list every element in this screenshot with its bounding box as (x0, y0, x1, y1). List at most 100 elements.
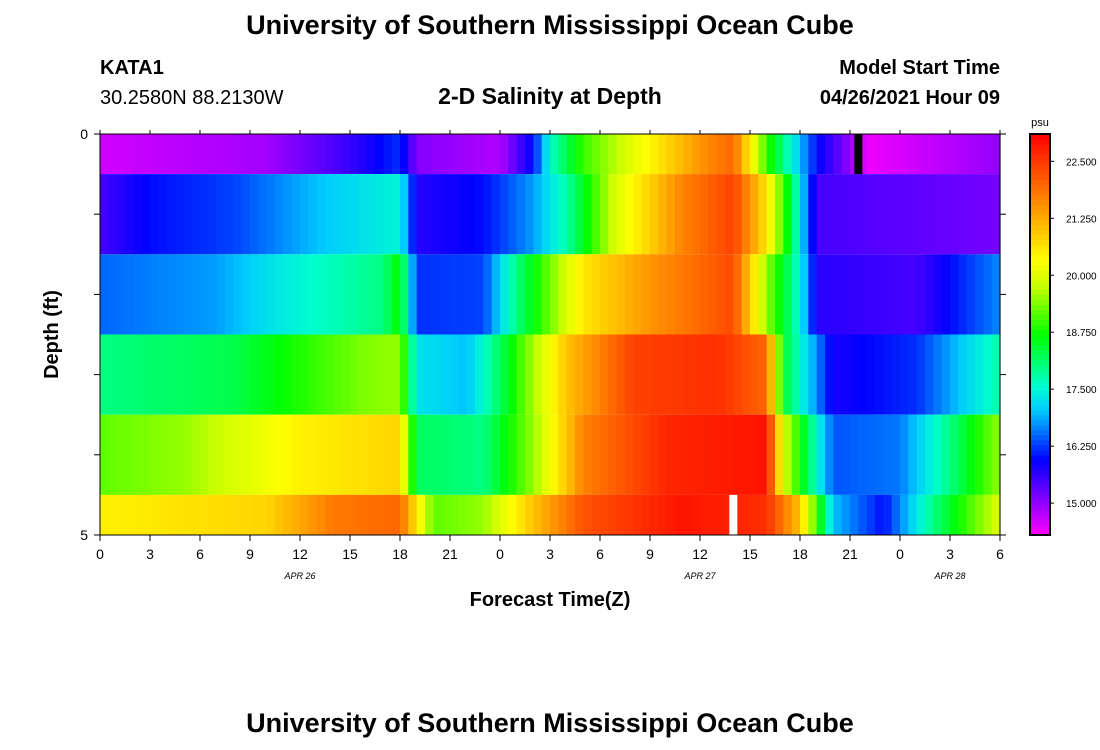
heatmap-cell (708, 174, 717, 254)
heatmap-cell (108, 174, 117, 254)
heatmap-cell (700, 335, 709, 415)
heatmap-cell (950, 174, 959, 254)
heatmap-cell (867, 335, 876, 415)
heatmap-cell (567, 335, 576, 415)
heatmap-cell (525, 254, 534, 334)
heatmap-cell (142, 134, 151, 174)
heatmap-cell (575, 134, 584, 174)
heatmap-cell (767, 254, 776, 334)
heatmap-cell (592, 174, 601, 254)
heatmap-cell (575, 174, 584, 254)
heatmap-cell (508, 415, 517, 495)
x-tick-label: 12 (692, 546, 708, 562)
heatmap-cell (183, 134, 192, 174)
heatmap-cell (683, 415, 692, 495)
heatmap-cell (725, 254, 734, 334)
y-tick-label: 5 (80, 527, 88, 543)
heatmap-cell (750, 335, 759, 415)
heatmap-cell (825, 174, 834, 254)
heatmap-cell (883, 254, 892, 334)
heatmap-cell (342, 254, 351, 334)
heatmap-cell (242, 495, 251, 535)
heatmap-cell (350, 134, 359, 174)
heatmap-cell (200, 495, 209, 535)
heatmap-cell (833, 415, 842, 495)
heatmap-cell (158, 254, 167, 334)
heatmap-cell (167, 335, 176, 415)
heatmap-cell (492, 335, 501, 415)
heatmap-cell (583, 134, 592, 174)
heatmap-cell (250, 415, 259, 495)
heatmap-cell (400, 495, 409, 535)
heatmap-cell (367, 134, 376, 174)
heatmap-cell (300, 415, 309, 495)
heatmap-cell (658, 134, 667, 174)
heatmap-cell (283, 174, 292, 254)
colorbar-segment (1030, 209, 1050, 215)
heatmap-cell (658, 495, 667, 535)
heatmap-cell (492, 174, 501, 254)
heatmap-cell (283, 495, 292, 535)
salinity-heatmap-chart: 0 3 6 9 12 15 18 21 0 3 6 9 12 15 18 21 0 3 6APR 26 APR 27 A… (0, 110, 1100, 750)
heatmap-cell (108, 415, 117, 495)
heatmap-cell (483, 134, 492, 174)
heatmap-cell (367, 495, 376, 535)
heatmap-cell (717, 335, 726, 415)
heatmap-cell (258, 495, 267, 535)
colorbar-segment (1030, 289, 1050, 295)
heatmap-cell (608, 335, 617, 415)
heatmap-cell (933, 254, 942, 334)
heatmap-cell (375, 415, 384, 495)
heatmap-cell (800, 174, 809, 254)
heatmap-cell (817, 415, 826, 495)
heatmap-cell (192, 495, 201, 535)
heatmap-cell (517, 174, 526, 254)
y-axis-label: Depth (ft) (41, 290, 63, 379)
heatmap-cell (158, 134, 167, 174)
colorbar-segment (1030, 435, 1050, 441)
heatmap-cell (425, 415, 434, 495)
heatmap-cell (333, 174, 342, 254)
heatmap-cell (100, 415, 109, 495)
heatmap-cell (417, 134, 426, 174)
heatmap-cell (625, 495, 634, 535)
heatmap-cell (692, 174, 701, 254)
colorbar-segment (1030, 490, 1050, 496)
heatmap-cell (467, 254, 476, 334)
heatmap-cell (767, 134, 776, 174)
heatmap-cell (617, 495, 626, 535)
x-tick-label: 6 (196, 546, 204, 562)
heatmap-cell (142, 174, 151, 254)
heatmap-cell (533, 254, 542, 334)
colorbar-segment (1030, 430, 1050, 436)
heatmap-cell (825, 134, 834, 174)
x-tick-label: 15 (342, 546, 358, 562)
heatmap-cell (250, 174, 259, 254)
heatmap-cell (433, 254, 442, 334)
heatmap-cell (833, 495, 842, 535)
heatmap-cell (925, 134, 934, 174)
heatmap-cell (425, 335, 434, 415)
heatmap-cell (292, 174, 301, 254)
heatmap-cell (175, 495, 184, 535)
heatmap-cell (233, 335, 242, 415)
heatmap-cell (433, 415, 442, 495)
colorbar-tick-label: 15.000 (1066, 499, 1097, 510)
heatmap-cell (317, 335, 326, 415)
heatmap-cell (175, 134, 184, 174)
heatmap-cell (150, 335, 159, 415)
heatmap-cell (117, 335, 126, 415)
heatmap-cell (117, 495, 126, 535)
heatmap-cell (133, 335, 142, 415)
heatmap-cell (200, 415, 209, 495)
heatmap-cell (842, 415, 851, 495)
colorbar-segment (1030, 500, 1050, 506)
heatmap-cell (350, 415, 359, 495)
heatmap-cell (258, 415, 267, 495)
heatmap-cell (283, 254, 292, 334)
heatmap-cell (742, 415, 751, 495)
heatmap-cell (958, 495, 967, 535)
heatmap-cell (875, 335, 884, 415)
heatmap-cell (892, 415, 901, 495)
heatmap-cell (567, 254, 576, 334)
